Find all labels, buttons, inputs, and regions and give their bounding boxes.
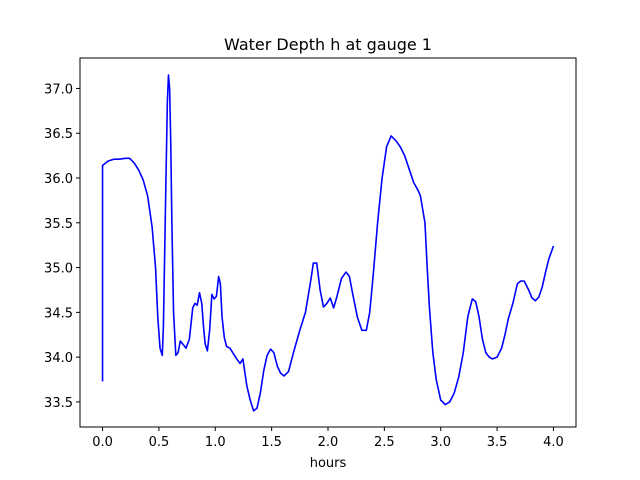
y-tick-label: 36.5 — [44, 127, 73, 142]
y-tick-label: 36.0 — [44, 172, 73, 187]
y-tick-label: 35.5 — [44, 217, 73, 232]
x-tick-label: 3.0 — [430, 435, 451, 450]
x-tick-label: 0.5 — [149, 435, 170, 450]
plot-area — [101, 74, 555, 412]
plot-frame — [79, 57, 577, 428]
y-tick-label: 35.0 — [44, 262, 73, 277]
x-tick-label: 0.0 — [92, 435, 113, 450]
x-tick-label: 4.0 — [543, 435, 564, 450]
chart-title: Water Depth h at gauge 1 — [224, 35, 432, 54]
x-tick-label: 3.5 — [487, 435, 508, 450]
y-tick-label: 34.5 — [44, 306, 73, 321]
y-axis: 33.5 34.0 34.5 35.0 35.5 36.0 36.5 37.0 — [44, 82, 80, 411]
x-tick-label: 2.0 — [318, 435, 339, 450]
x-axis: 0.0 0.5 1.0 1.5 2.0 2.5 3.0 3.5 4.0 — [92, 427, 564, 450]
y-tick-label: 34.0 — [44, 351, 73, 366]
x-tick-label: 2.5 — [374, 435, 395, 450]
x-tick-label: 1.0 — [205, 435, 226, 450]
y-tick-label: 33.5 — [44, 396, 73, 411]
y-tick-label: 37.0 — [44, 82, 73, 97]
x-tick-label: 1.5 — [261, 435, 282, 450]
series-line — [101, 74, 555, 412]
x-axis-label: hours — [310, 456, 347, 471]
